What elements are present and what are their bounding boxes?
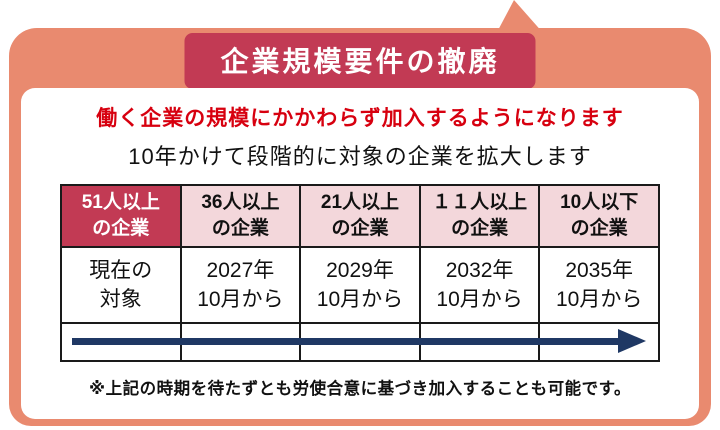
value-line: 10月から [436,288,523,311]
value-line: 対象 [99,288,142,311]
header-line: の企業 [92,218,150,239]
value-line: 10月から [197,288,284,311]
content-panel: 働く企業の規模にかかわらず加入するようになります 10年かけて段階的に対象の企業… [21,88,699,419]
footnote: ※上記の時期を待たずとも労使合意に基づき加入することも可能です。 [89,380,631,398]
value-cell-2029: 2029年 10月から [299,246,421,324]
timeline-arrow-head-icon [618,329,646,353]
value-line: 2029年 [326,258,394,282]
header-line: の企業 [570,218,628,239]
lead-text-black: 10年かけて段階的に対象の企業を拡大します [128,144,592,169]
lead-text-red: 働く企業の規模にかかわらず加入するようになります [96,107,624,130]
value-cell-2032: 2032年 10月から [418,246,541,324]
header-cell-51: 51人以上 の企業 [60,184,182,248]
value-line: 2035年 [565,258,634,282]
value-line: 10月から [556,288,643,311]
schedule-table-wrap: 51人以上 の企業 36人以上 の企業 21人以上 の企業 １１人以上 の企業 [60,184,660,362]
timeline-arrow-shaft [72,337,618,345]
value-line: 現在の [89,258,153,282]
header-line: 10人以下 [560,192,639,214]
header-cell-10: 10人以下 の企業 [538,184,660,248]
value-row: 現在の 対象 2027年 10月から 2029年 10月から 2032年 10月… [60,246,660,324]
header-line: の企業 [331,218,389,239]
header-line: 51人以上 [81,192,160,214]
header-line: １１人以上 [432,192,528,214]
header-line: の企業 [451,218,509,239]
header-cell-11: １１人以上 の企業 [418,184,541,248]
header-cell-36: 36人以上 の企業 [179,184,302,248]
header-line: の企業 [211,218,269,239]
value-line: 2032年 [445,258,514,282]
value-line: 2027年 [206,258,275,282]
header-row: 51人以上 の企業 36人以上 の企業 21人以上 の企業 １１人以上 の企業 [60,184,660,248]
timeline-arrow [72,329,646,353]
header-line: 21人以上 [320,192,400,214]
value-line: 10月から [316,288,404,311]
page-title: 企業規模要件の撤廃 [184,33,536,89]
value-cell-2027: 2027年 10月から [179,246,302,324]
value-cell-2035: 2035年 10月から [538,246,660,324]
header-cell-21: 21人以上 の企業 [299,184,421,248]
header-line: 36人以上 [201,192,280,214]
value-cell-current: 現在の 対象 [60,246,182,324]
